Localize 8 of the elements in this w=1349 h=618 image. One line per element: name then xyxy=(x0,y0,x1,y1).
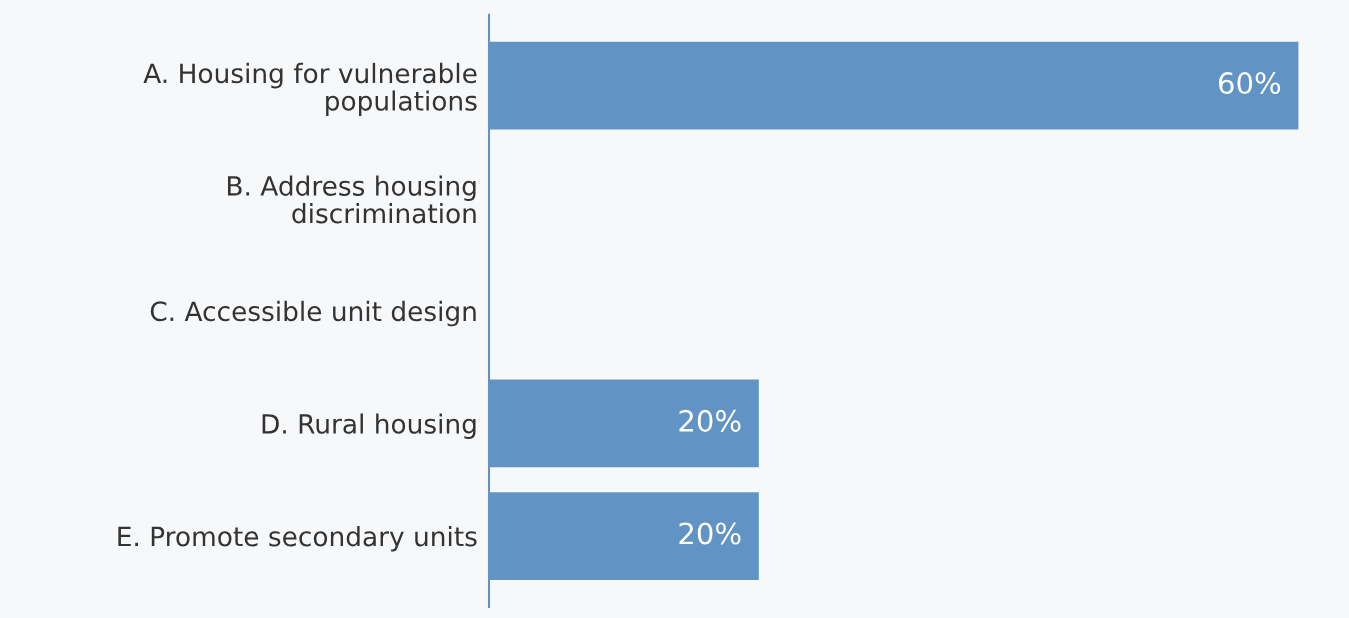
y-tick-label: A. Housing for vulnerable populations xyxy=(143,62,477,116)
data-label: 20% xyxy=(679,522,741,545)
data-label: 20% xyxy=(679,409,741,432)
y-tick-label: D. Rural housing xyxy=(262,413,476,439)
y-tick-label: C. Accessible unit design xyxy=(150,300,476,327)
y-tick-label: E. Promote secondary units xyxy=(118,526,477,552)
y-tick-label: B. Address housing discrimination xyxy=(227,175,476,224)
data-label: 60% xyxy=(1218,72,1281,95)
